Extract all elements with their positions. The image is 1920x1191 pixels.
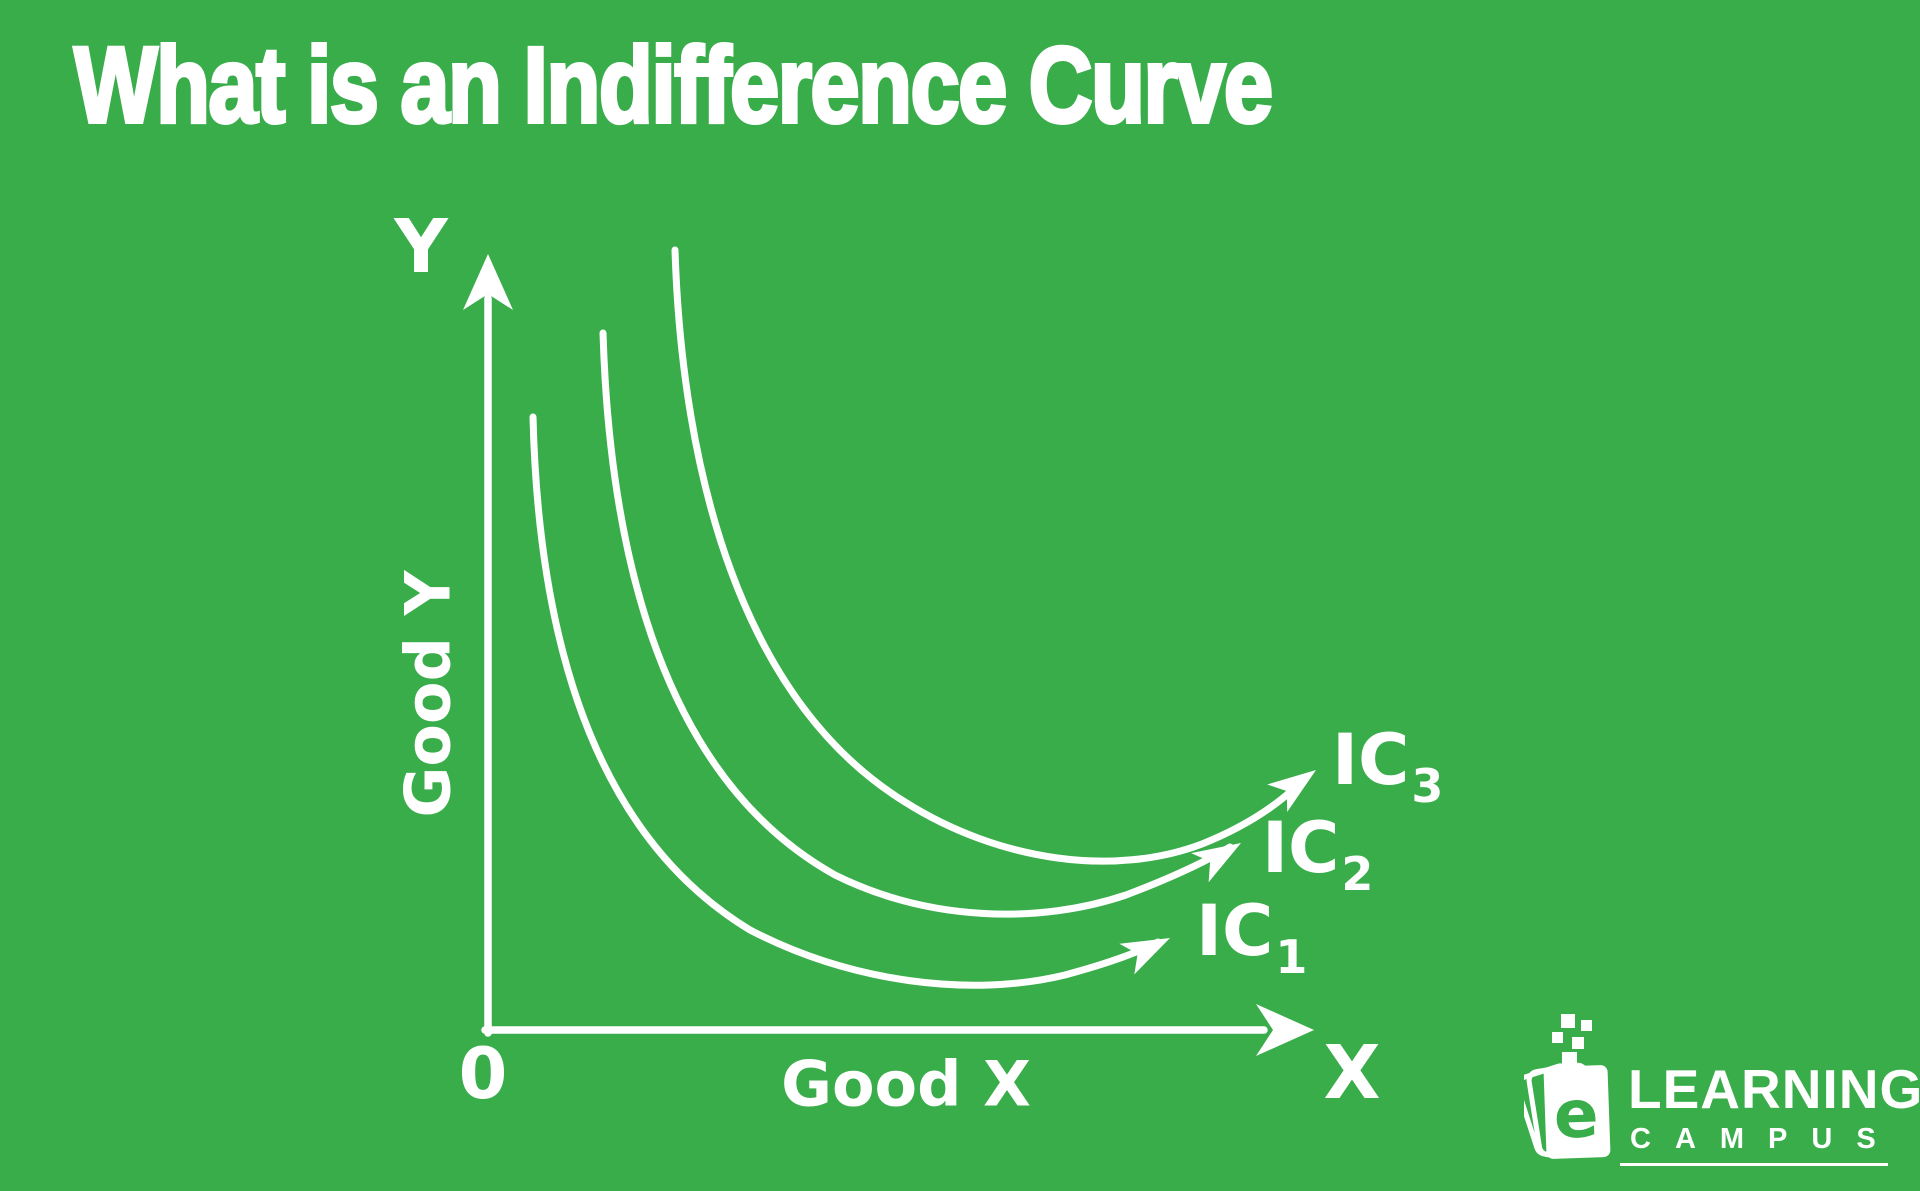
x-axis-arrowhead-icon xyxy=(1256,1004,1314,1056)
curve-3-arrowhead-icon xyxy=(1267,770,1316,812)
curve-2-label: IC2 xyxy=(1262,807,1373,901)
logo-brand-bottom: CAMPUS xyxy=(1630,1123,1900,1155)
logo-brand-top: LEARNING xyxy=(1628,1058,1920,1120)
x-axis-title: Good X xyxy=(781,1047,1031,1121)
origin-label: 0 xyxy=(458,1033,508,1115)
y-axis-title: Good Y xyxy=(391,570,465,818)
indifference-curve-2 xyxy=(599,329,1234,918)
logo-emblem-letter: e xyxy=(1552,1075,1599,1154)
y-axis-letter: Y xyxy=(394,204,448,290)
curve-1-label-subscript: 1 xyxy=(1275,930,1308,984)
curve-2-label-base: IC xyxy=(1262,807,1340,889)
page-title: What is an Indifference Curve xyxy=(72,23,1274,146)
book-icon: e xyxy=(1524,1014,1611,1159)
curve-1-arrowhead-icon xyxy=(1119,938,1170,975)
curve-2-arrowhead-icon xyxy=(1191,843,1241,883)
curve-1-label: IC1 xyxy=(1196,890,1307,984)
y-axis-arrowhead-icon xyxy=(463,254,513,310)
curve-3-label-base: IC xyxy=(1332,719,1410,801)
curve-1-label-base: IC xyxy=(1196,890,1274,972)
elearning-campus-logo: e LEARNING CAMPUS xyxy=(1524,1010,1920,1166)
curve-3-label-subscript: 3 xyxy=(1411,759,1444,813)
indifference-curve-1 xyxy=(529,413,1162,989)
curve-3-label: IC3 xyxy=(1332,719,1443,813)
logo-underline xyxy=(1620,1163,1888,1166)
curve-2-label-subscript: 2 xyxy=(1341,847,1374,901)
x-axis-letter: X xyxy=(1323,1030,1381,1116)
indifference-curve-3 xyxy=(671,246,1304,865)
book-pages xyxy=(1524,1062,1611,1159)
pixel-squares xyxy=(1552,1014,1592,1067)
